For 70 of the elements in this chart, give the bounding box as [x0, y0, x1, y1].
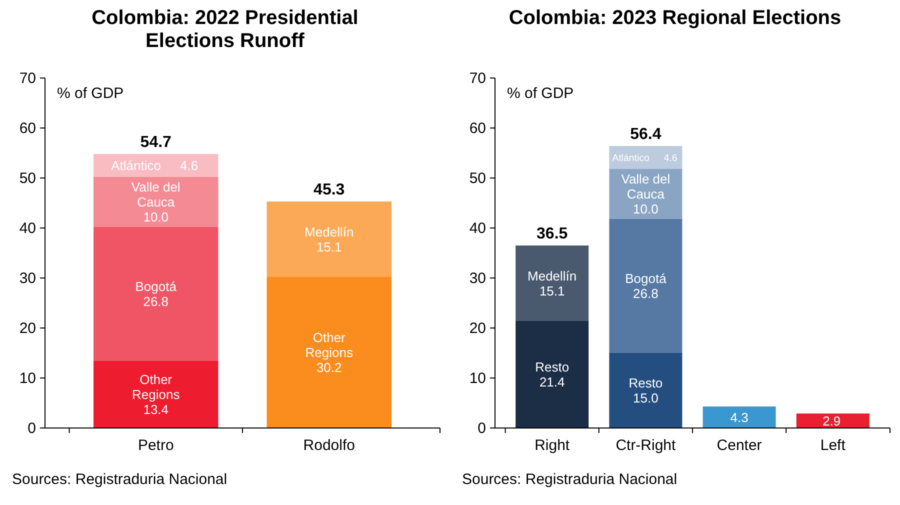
x-tick-label: Right — [534, 437, 570, 454]
source-note: Sources: Registraduria Nacional — [462, 471, 678, 488]
y-axis-title: % of GDP — [57, 85, 124, 102]
bar — [266, 277, 392, 428]
total-label: 56.4 — [630, 126, 662, 143]
data-label: 2.9 — [822, 413, 841, 428]
chart-title: Colombia: 2022 Presidential Elections Runoff — [92, 7, 358, 52]
series-label: Bogotá — [135, 279, 178, 294]
x-tick-label: Petro — [138, 437, 174, 454]
y-tick-label: 30 — [19, 270, 36, 287]
bar — [94, 227, 218, 361]
x-tick-label: Rodolfo — [303, 437, 355, 454]
y-tick-label: 40 — [19, 220, 36, 237]
data-label: 4.3 — [730, 410, 748, 425]
y-tick-label: 30 — [469, 270, 486, 287]
bar — [796, 414, 870, 428]
data-label: 4.6 — [664, 152, 678, 164]
y-tick-label: 50 — [469, 170, 486, 187]
series-label: Medellín — [304, 224, 354, 240]
data-label: 26.8 — [143, 294, 169, 310]
series-label: Atlántico — [612, 152, 650, 164]
y-tick-label: 70 — [469, 70, 486, 87]
data-label: 10.0 — [143, 210, 169, 224]
data-label: 15.1 — [316, 239, 342, 254]
series-label: Bogotá — [625, 271, 668, 286]
y-tick-label: 60 — [469, 120, 486, 137]
total-label: 36.5 — [536, 226, 568, 242]
series-label: Medellín — [528, 268, 577, 284]
bar — [609, 219, 682, 353]
text: Other Regions — [305, 330, 353, 360]
series-label: Atlántico — [111, 158, 161, 174]
data-label: 13.4 — [143, 402, 169, 417]
source-note: Sources: Registraduria Nacional — [12, 471, 228, 488]
y-tick-label: 40 — [469, 220, 486, 237]
y-tick-label: 60 — [19, 120, 36, 137]
series-label: Resto — [535, 360, 570, 375]
bar — [94, 177, 218, 227]
bar — [94, 361, 218, 428]
data-label: 4.6 — [180, 158, 198, 174]
y-tick-label: 20 — [19, 320, 36, 337]
series-label: Valle del Cauca — [621, 172, 670, 202]
bar — [702, 406, 776, 428]
data-label: 15.0 — [633, 390, 658, 406]
data-label: 30.2 — [316, 360, 342, 375]
y-tick-label: 10 — [19, 370, 36, 387]
data-label: 10.0 — [633, 202, 658, 216]
x-tick-label: Ctr-Right — [616, 437, 677, 454]
total-label: 54.7 — [140, 134, 172, 151]
x-tick-label: Center — [716, 437, 762, 454]
bar — [516, 321, 589, 428]
y-axis-title: % of GDP — [507, 85, 574, 102]
bar — [516, 246, 589, 321]
text: Resto — [628, 376, 663, 391]
y-tick-label: 20 — [469, 320, 486, 337]
bar — [266, 202, 392, 277]
bar — [609, 353, 682, 428]
data-label: 15.1 — [539, 283, 565, 298]
y-tick-label: 0 — [28, 420, 36, 437]
y-tick-label: 70 — [19, 70, 36, 87]
bar — [94, 154, 218, 177]
data-label: 26.8 — [633, 286, 658, 302]
y-tick-label: 50 — [19, 170, 36, 187]
x-tick-label: Left — [820, 437, 846, 454]
y-tick-label: 0 — [478, 420, 486, 437]
series-label: Other Regions — [132, 372, 180, 402]
data-label: 21.4 — [539, 374, 565, 390]
y-tick-label: 10 — [469, 370, 486, 387]
series-label: Valle del Cauca — [131, 180, 180, 210]
total-label: 45.3 — [314, 182, 345, 198]
chart-title: Colombia: 2023 Regional Elections — [508, 7, 842, 29]
